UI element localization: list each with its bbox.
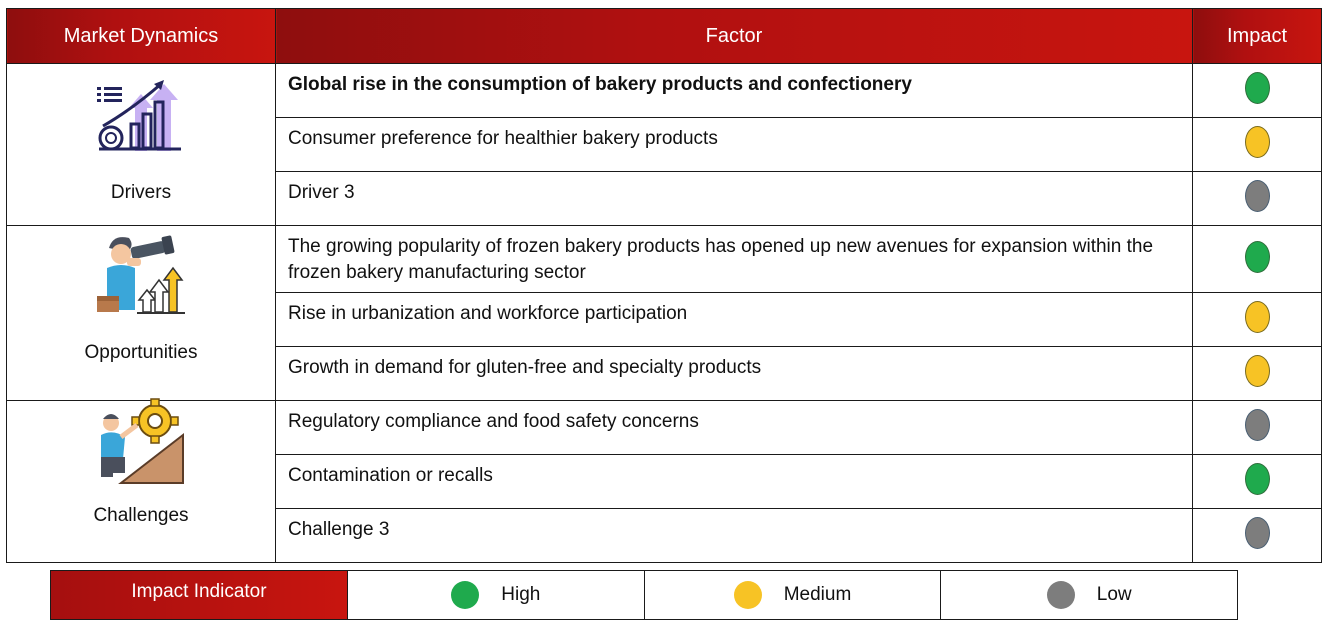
header-impact: Impact [1192,8,1322,64]
legend-label: Low [1096,584,1132,605]
impact-cell [1192,292,1322,347]
factor-cell: Regulatory compliance and food safety co… [275,400,1193,455]
category-label: Drivers [110,182,172,203]
medium-dot-icon [733,581,762,609]
impact-dot-high [1244,240,1270,273]
high-dot-icon [451,581,480,609]
factor-cell: Driver 3 [275,171,1193,226]
impact-cell [1192,454,1322,509]
header-market-dynamics: Market Dynamics [6,8,276,64]
factor-cell: Global rise in the consumption of bakery… [275,63,1193,118]
market-dynamics-table: Market Dynamics Factor Impact [6,8,1322,563]
table-row: Opportunities The growing popularity of … [6,225,1322,401]
table-row: Growth in demand for gluten-free and spe… [7,346,1322,401]
factor-cell: The growing popularity of frozen bakery … [275,225,1193,293]
factor-cell: Growth in demand for gluten-free and spe… [275,346,1193,401]
category-label: Opportunities [84,342,198,363]
impact-cell [1192,508,1322,563]
table-row: Challenge 3 [7,508,1322,563]
header-factor: Factor [275,8,1193,64]
category-opportunities: Opportunities [6,225,276,401]
legend-title: Impact Indicator [51,571,348,619]
impact-dot-high [1244,72,1270,104]
impact-dot-high [1244,463,1270,495]
climbing-gear-icon [101,398,184,484]
impact-dot-low [1244,517,1270,549]
impact-cell [1192,171,1322,226]
impact-dot-medium [1244,355,1270,387]
legend-item-medium: Medium [645,571,942,619]
factor-cell: Challenge 3 [275,508,1193,563]
impact-dot-medium [1244,126,1270,158]
legend-label: High [501,584,541,605]
factor-cell: Contamination or recalls [275,454,1193,509]
category-challenges: Challenges [6,398,276,563]
legend-item-high: High [348,571,645,619]
table-header-row: Market Dynamics Factor Impact [6,8,1322,64]
legend-label: Medium [783,584,852,605]
impact-dot-low [1244,409,1270,441]
impact-dot-low [1244,180,1270,212]
impact-cell [1192,346,1322,401]
low-dot-icon [1046,581,1075,609]
impact-dot-medium [1244,301,1270,333]
table-row: Driver 3 [7,171,1322,226]
table-row: Drivers Global rise in the consumption o… [6,63,1322,226]
category-label: Challenges [93,505,189,526]
category-drivers: Drivers [6,63,276,226]
impact-cell [1192,63,1322,118]
legend-item-low: Low [941,571,1237,619]
telescope-person-icon [97,235,185,314]
factor-cell: Rise in urbanization and workforce parti… [275,292,1193,347]
impact-cell [1192,225,1322,293]
table-row: Contamination or recalls [7,454,1322,509]
impact-legend: Impact Indicator High Medium Low [50,570,1238,620]
growth-chart-icon [97,80,181,151]
table-row: Challenges Regulatory compliance and foo… [6,398,1322,563]
impact-cell [1192,117,1322,172]
factor-cell: Consumer preference for healthier bakery… [275,117,1193,172]
impact-cell [1192,400,1322,455]
